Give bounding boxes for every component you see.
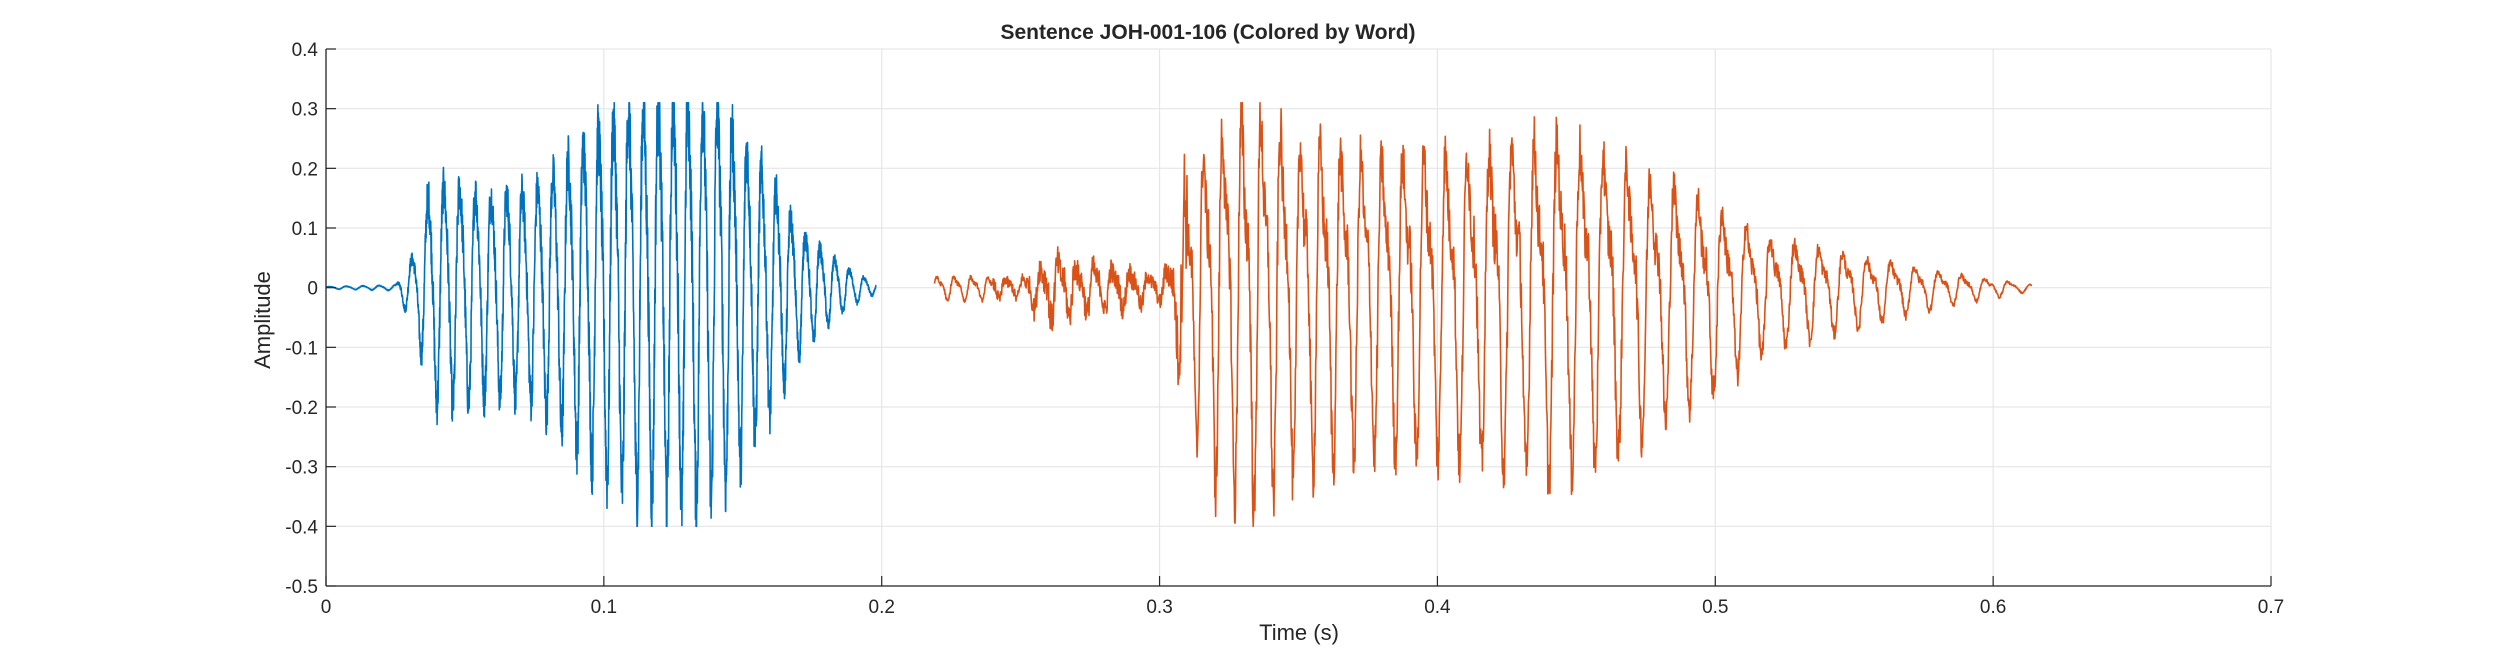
x-tick-label: 0.1 xyxy=(591,597,617,618)
x-tick-label: 0.2 xyxy=(869,597,895,618)
grid-lines xyxy=(325,48,2272,587)
x-tick-label: 0.3 xyxy=(1146,597,1172,618)
chart-title: Sentence JOH-001-106 (Colored by Word) xyxy=(1000,21,1415,44)
x-tick-label: 0 xyxy=(321,597,332,618)
y-axis-label: Amplitude xyxy=(250,271,275,369)
y-tick-label: -0.5 xyxy=(285,577,318,598)
tick-labels: 0 0.1 0.2 0.3 0.4 0.5 0.6 0.7 0.4 0.3 0.2 0.1 0 -0.1 -… xyxy=(285,40,2284,618)
x-tick-label: 0.6 xyxy=(1980,597,2006,618)
y-tick-label: -0.1 xyxy=(285,338,318,359)
plot-series xyxy=(325,101,2033,528)
axes-background xyxy=(326,49,2271,586)
y-tick-label: -0.2 xyxy=(285,398,318,419)
waveform-series-1 xyxy=(325,101,877,528)
x-axis-label: Time (s) xyxy=(1259,620,1339,645)
y-tick-label: 0.1 xyxy=(292,219,318,240)
y-tick-label: 0.2 xyxy=(292,159,318,180)
x-tick-label: 0.5 xyxy=(1702,597,1728,618)
x-tick-label: 0.7 xyxy=(2258,597,2284,618)
y-tick-label: -0.4 xyxy=(285,517,318,538)
axes-frame xyxy=(325,48,2272,587)
y-tick-label: -0.3 xyxy=(285,458,318,479)
y-tick-label: 0.4 xyxy=(292,40,319,61)
y-tick-label: 0.3 xyxy=(292,100,318,121)
waveform-series-2 xyxy=(933,101,2033,528)
y-tick-label: 0 xyxy=(307,279,318,300)
x-tick-label: 0.4 xyxy=(1424,597,1451,618)
